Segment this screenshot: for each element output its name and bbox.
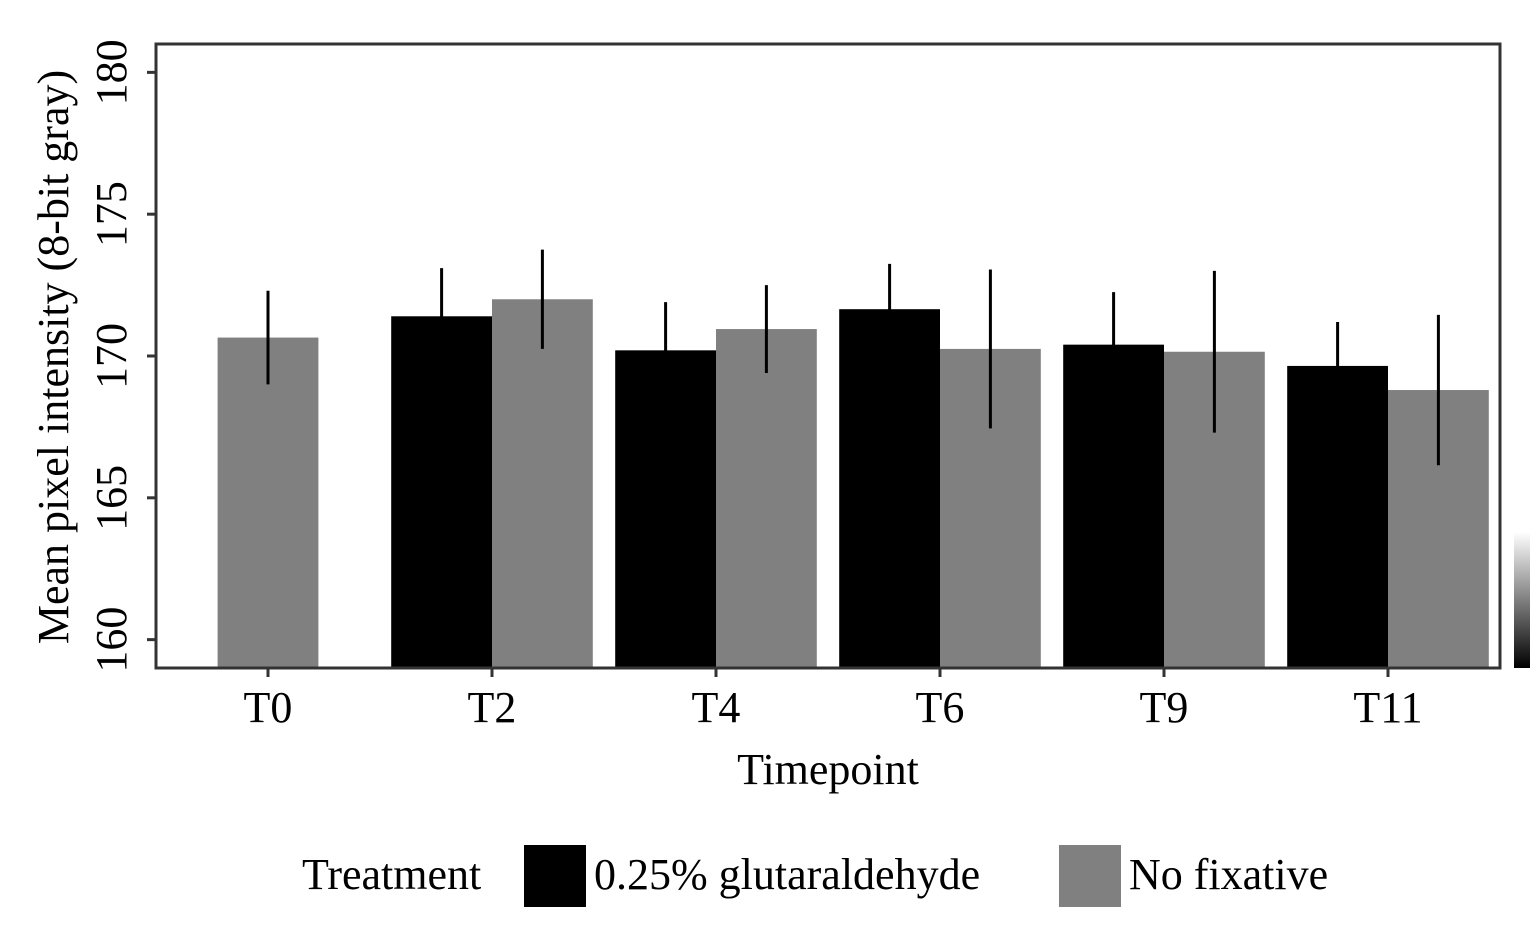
- y-tick-label: 160: [87, 607, 136, 673]
- bar: [716, 329, 817, 668]
- legend-label: No fixative: [1129, 850, 1328, 899]
- bar: [1063, 344, 1164, 668]
- x-tick-label: T9: [1140, 683, 1189, 732]
- error-bars-layer: [266, 249, 1440, 466]
- x-tick-label: T4: [692, 683, 741, 732]
- y-axis-title: Mean pixel intensity (8-bit gray): [29, 70, 78, 644]
- x-tick-label: T6: [916, 683, 965, 732]
- x-axis: T0 T2 T4 T6 T9 T11: [244, 668, 1423, 732]
- bar: [615, 350, 716, 668]
- y-tick-label: 165: [87, 465, 136, 531]
- x-tick-label: T11: [1353, 683, 1422, 732]
- legend-label: 0.25% glutaraldehyde: [594, 850, 980, 899]
- y-tick-label: 170: [87, 323, 136, 389]
- legend-title: Treatment: [302, 850, 481, 899]
- x-axis-title: Timepoint: [737, 745, 919, 794]
- bar: [1287, 365, 1388, 668]
- bar: [839, 309, 940, 668]
- legend-key: [1059, 845, 1121, 907]
- x-tick-label: T2: [468, 683, 517, 732]
- bar: [217, 337, 319, 668]
- legend-key: [524, 845, 586, 907]
- bar: [391, 316, 492, 668]
- y-axis: 160 165 170 175 180: [87, 39, 156, 673]
- y-tick-label: 175: [87, 181, 136, 247]
- bar: [492, 299, 593, 668]
- edge-gradient-strip: [1514, 532, 1530, 668]
- x-tick-label: T0: [244, 683, 293, 732]
- legend: Treatment 0.25% glutaraldehyde No fixativ…: [302, 845, 1328, 907]
- y-tick-label: 180: [87, 39, 136, 105]
- bars-layer: [217, 299, 1489, 668]
